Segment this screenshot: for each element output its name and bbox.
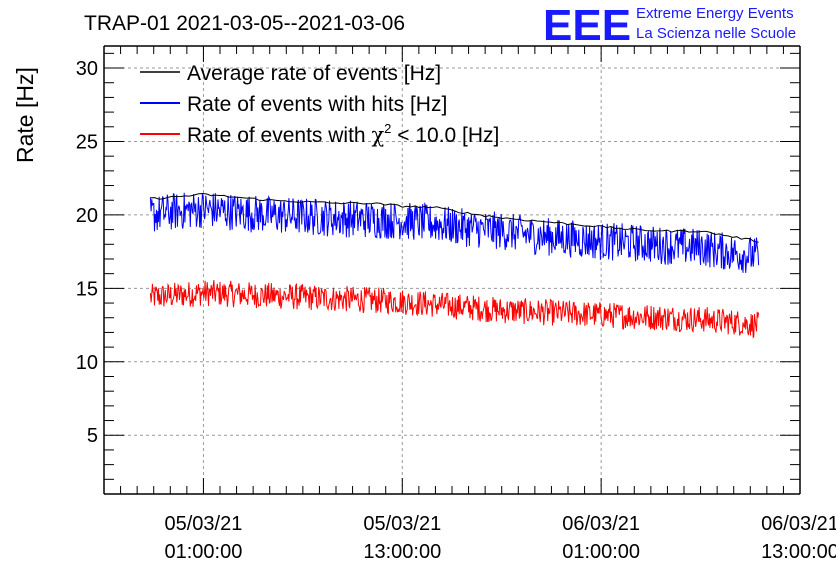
chart-title: TRAP-01 2021-03-05--2021-03-06 bbox=[84, 12, 405, 35]
y-axis-title: Rate [Hz] bbox=[12, 67, 38, 163]
logo-mark: EEE bbox=[543, 1, 631, 50]
y-tick-label: 20 bbox=[76, 205, 98, 227]
legend: Average rate of events [Hz] Rate of event… bbox=[140, 62, 499, 147]
x-tick-label-time: 13:00:00 bbox=[363, 541, 441, 563]
y-tick-label: 15 bbox=[76, 278, 98, 300]
series-line-1 bbox=[149, 192, 760, 273]
x-tick-label-date: 06/03/21 bbox=[562, 513, 640, 535]
y-tick-label: 5 bbox=[87, 425, 98, 447]
x-tick-label-time: 13:00:00 bbox=[761, 541, 836, 563]
y-tick-label: 30 bbox=[76, 58, 98, 80]
x-tick-label-date: 06/03/21 bbox=[761, 513, 836, 535]
x-tick-label-time: 01:00:00 bbox=[562, 541, 640, 563]
y-tick-label: 25 bbox=[76, 131, 98, 153]
legend-label-1: Rate of events with hits [Hz] bbox=[187, 93, 447, 116]
axes: 5 10 15 20 25 30 05/03/21 01:00:00 05/03/21 13:00… bbox=[76, 45, 836, 563]
eee-logo: EEE Extreme Energy Events La Scienza nel… bbox=[543, 1, 796, 50]
logo-line1: Extreme Energy Events bbox=[636, 5, 794, 22]
series-group bbox=[149, 192, 760, 339]
series-line-2 bbox=[149, 280, 760, 339]
x-tick-label-time: 01:00:00 bbox=[164, 541, 242, 563]
legend-label-0: Average rate of events [Hz] bbox=[187, 62, 441, 85]
y-tick-label: 10 bbox=[76, 352, 98, 374]
legend-label-2: Rate of events with χ2 < 10.0 [Hz] bbox=[187, 121, 499, 147]
series-line-0 bbox=[150, 192, 759, 243]
logo-line2: La Scienza nelle Scuole bbox=[636, 25, 796, 42]
x-tick-label-date: 05/03/21 bbox=[164, 513, 242, 535]
x-tick-label-date: 05/03/21 bbox=[363, 513, 441, 535]
